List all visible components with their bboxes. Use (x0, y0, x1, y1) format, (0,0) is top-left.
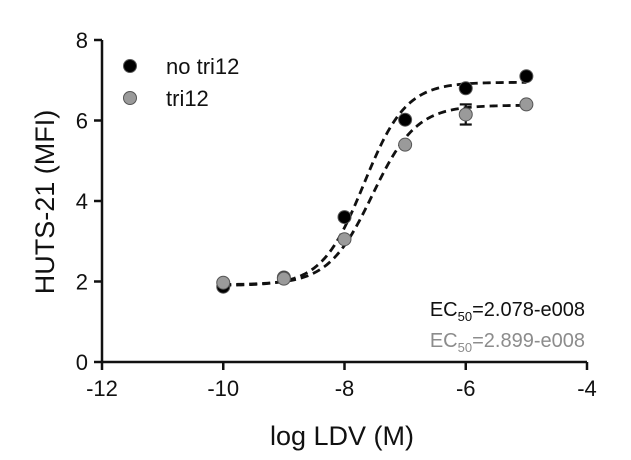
x-tick-label: -12 (86, 376, 118, 401)
x-tick-label: -8 (335, 376, 355, 401)
y-tick-label: 0 (76, 350, 88, 375)
data-point-no-tri12 (398, 112, 413, 127)
data-points (216, 69, 534, 294)
ec50-annotation-no-tri12: EC50=2.078-e008 (430, 299, 585, 324)
legend-label: no tri12 (166, 54, 239, 79)
axes: 0 2 4 6 8 -12 -10 -8 -6 -4 (76, 28, 597, 401)
x-axis-title: log LDV (M) (270, 421, 414, 451)
data-point-tri12 (276, 271, 291, 286)
legend-marker (123, 59, 137, 73)
data-point-tri12 (216, 275, 231, 290)
fit-curves (223, 80, 527, 287)
data-point-tri12 (519, 97, 534, 112)
data-point-no-tri12 (519, 69, 534, 84)
y-tick-label: 6 (76, 109, 88, 134)
data-point-tri12 (458, 107, 473, 122)
legend-label: tri12 (166, 86, 209, 111)
y-tick-label: 8 (76, 28, 88, 53)
fit-curve (223, 80, 527, 287)
x-tick-label: -6 (456, 376, 476, 401)
fit-curve (223, 103, 527, 286)
data-point-tri12 (337, 232, 352, 247)
y-tick-label: 4 (76, 189, 88, 214)
data-point-no-tri12 (337, 210, 352, 225)
y-tick-label: 2 (76, 270, 88, 295)
x-tick-label: -4 (577, 376, 597, 401)
ec50-annotations: EC50=2.078-e008 EC50=2.899-e008 (430, 299, 585, 355)
y-axis-title: HUTS-21 (MFI) (30, 110, 60, 295)
legend: no tri12 tri12 (123, 54, 239, 111)
x-tick-label: -10 (207, 376, 239, 401)
data-point-no-tri12 (458, 81, 473, 96)
ec50-annotation-tri12: EC50=2.899-e008 (430, 330, 585, 355)
legend-marker (123, 91, 137, 105)
data-point-tri12 (398, 137, 413, 152)
